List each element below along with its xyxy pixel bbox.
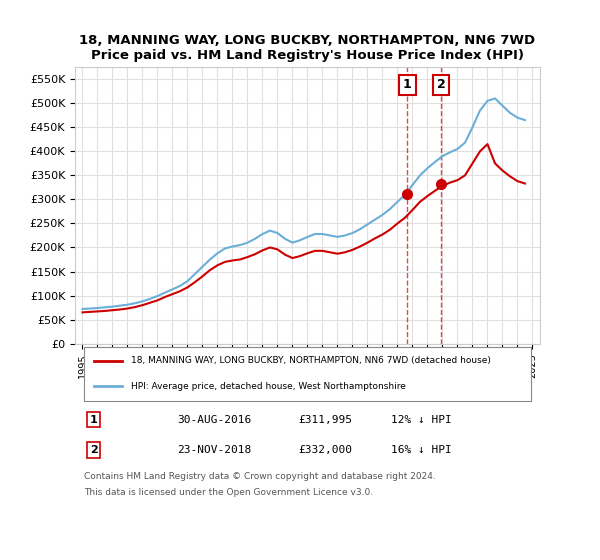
Text: £332,000: £332,000 (298, 445, 352, 455)
Text: 1: 1 (403, 78, 412, 91)
Text: 16% ↓ HPI: 16% ↓ HPI (391, 445, 452, 455)
Text: 12% ↓ HPI: 12% ↓ HPI (391, 414, 452, 424)
Text: 2: 2 (437, 78, 445, 91)
Text: Contains HM Land Registry data © Crown copyright and database right 2024.: Contains HM Land Registry data © Crown c… (84, 472, 436, 481)
Text: 1: 1 (90, 414, 97, 424)
Text: HPI: Average price, detached house, West Northamptonshire: HPI: Average price, detached house, West… (131, 382, 406, 391)
FancyBboxPatch shape (84, 347, 531, 402)
Text: 30-AUG-2016: 30-AUG-2016 (178, 414, 251, 424)
Text: 23-NOV-2018: 23-NOV-2018 (178, 445, 251, 455)
Title: 18, MANNING WAY, LONG BUCKBY, NORTHAMPTON, NN6 7WD
Price paid vs. HM Land Regist: 18, MANNING WAY, LONG BUCKBY, NORTHAMPTO… (79, 34, 536, 62)
Text: This data is licensed under the Open Government Licence v3.0.: This data is licensed under the Open Gov… (84, 488, 373, 497)
Text: £311,995: £311,995 (298, 414, 352, 424)
Text: 18, MANNING WAY, LONG BUCKBY, NORTHAMPTON, NN6 7WD (detached house): 18, MANNING WAY, LONG BUCKBY, NORTHAMPTO… (131, 356, 491, 365)
Text: 2: 2 (90, 445, 97, 455)
